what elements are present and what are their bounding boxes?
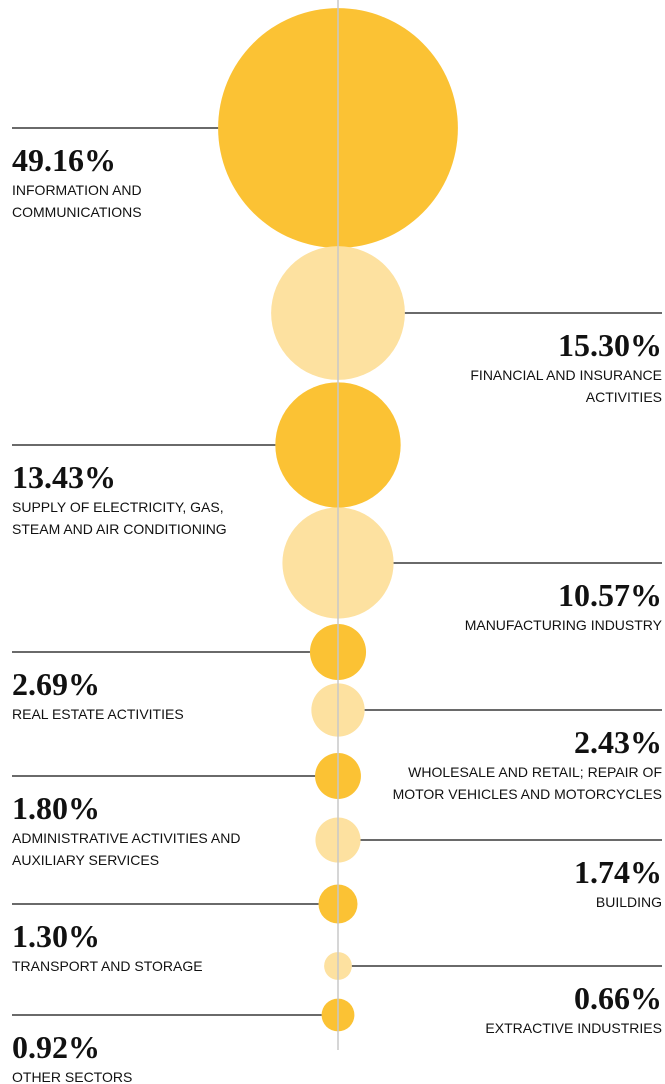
value-label: 2.69%: [12, 666, 100, 702]
value-label: 49.16%: [12, 142, 116, 178]
value-label: 2.43%: [574, 724, 662, 760]
value-label: 13.43%: [12, 459, 116, 495]
value-label: 0.66%: [574, 980, 662, 1016]
category-label: EXTRACTIVE INDUSTRIES: [485, 1020, 662, 1036]
category-label: INFORMATION AND COMMUNICATIONS: [12, 182, 142, 220]
value-label: 15.30%: [558, 327, 662, 363]
category-label: MANUFACTURING INDUSTRY: [464, 617, 662, 633]
category-label: BUILDING: [595, 894, 662, 910]
category-label: REAL ESTATE ACTIVITIES: [12, 706, 184, 722]
category-label: SUPPLY OF ELECTRICITY, GAS, STEAM AND AI…: [12, 499, 227, 537]
value-label: 0.92%: [12, 1029, 100, 1065]
value-label: 1.30%: [12, 918, 100, 954]
category-label: ADMINISTRATIVE ACTIVITIES AND AUXILIARY …: [12, 830, 241, 868]
value-label: 10.57%: [558, 577, 662, 613]
category-label: TRANSPORT AND STORAGE: [12, 958, 203, 974]
value-label: 1.74%: [574, 854, 662, 890]
category-label: FINANCIAL AND INSURANCE ACTIVITIES: [470, 367, 662, 405]
category-label: OTHER SECTORS: [12, 1069, 133, 1084]
value-label: 1.80%: [12, 790, 100, 826]
category-label: WHOLESALE AND RETAIL; REPAIR OF MOTOR VE…: [392, 764, 662, 802]
